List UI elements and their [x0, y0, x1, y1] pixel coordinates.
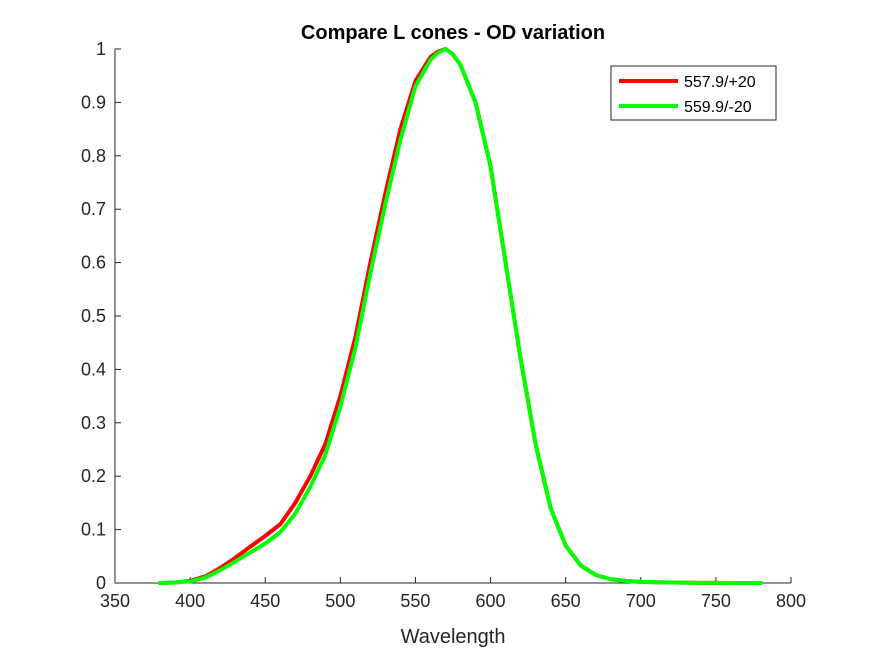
- x-tick-label: 400: [175, 591, 205, 611]
- y-tick-label: 0.5: [81, 306, 106, 326]
- x-tick-label: 800: [776, 591, 806, 611]
- y-tick-label: 0.2: [81, 466, 106, 486]
- y-tick-label: 0.1: [81, 520, 106, 540]
- y-tick-label: 0.9: [81, 92, 106, 112]
- axes: [114, 49, 791, 584]
- chart-title: Compare L cones - OD variation: [301, 22, 605, 44]
- y-tick-label: 0.3: [81, 413, 106, 433]
- x-axis-label: Wavelength: [401, 626, 506, 648]
- x-tick-label: 550: [400, 591, 430, 611]
- x-tick-label: 350: [100, 591, 130, 611]
- plot-area: [115, 49, 791, 583]
- y-tick-label: 1: [96, 39, 106, 59]
- x-tick-label: 650: [551, 591, 581, 611]
- x-tick-label: 700: [626, 591, 656, 611]
- y-tick-label: 0.7: [81, 199, 106, 219]
- series-line-2: [158, 47, 763, 585]
- y-tick-label: 0.6: [81, 253, 106, 273]
- legend-label-1: 557.9/+20: [684, 74, 756, 91]
- x-tick-label: 600: [476, 591, 506, 611]
- y-tick-label: 0.4: [81, 359, 106, 379]
- x-tick-label: 450: [250, 591, 280, 611]
- legend: 557.9/+20 559.9/-20: [610, 65, 777, 121]
- series-lines: [158, 47, 763, 585]
- x-ticks: 350 400 450 500 550 600 650 700 750 800: [100, 577, 806, 611]
- y-ticks: 0 0.1 0.2 0.3 0.4 0.5 0.6 0.7 0.8 0.9 1: [81, 39, 121, 593]
- y-tick-label: 0.8: [81, 146, 106, 166]
- x-tick-label: 750: [701, 591, 731, 611]
- x-tick-label: 500: [325, 591, 355, 611]
- legend-box: [610, 65, 777, 121]
- legend-label-2: 559.9/-20: [684, 99, 752, 116]
- y-tick-label: 0: [96, 573, 106, 593]
